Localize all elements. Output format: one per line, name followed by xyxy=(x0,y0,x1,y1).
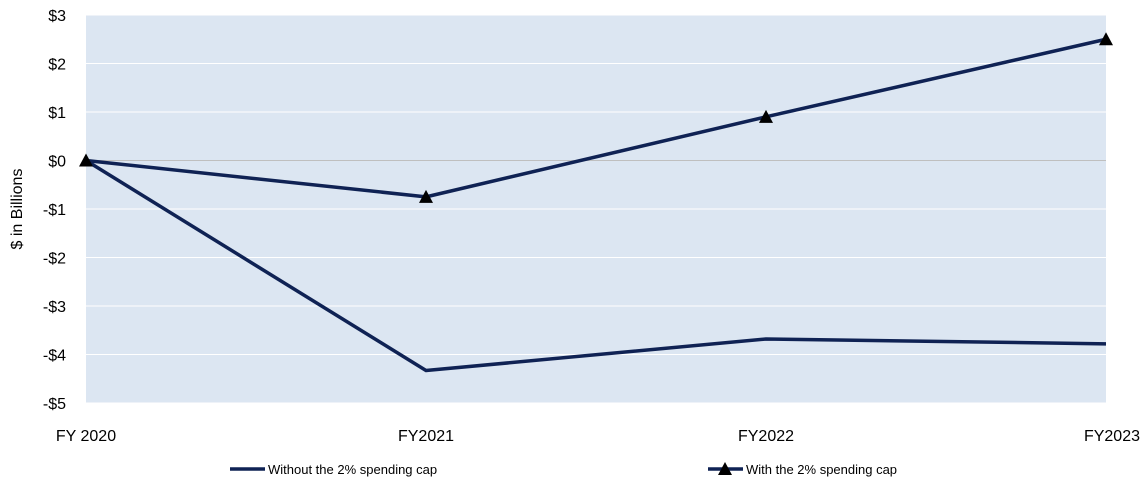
y-tick-label: -$3 xyxy=(43,299,66,316)
y-tick-label: -$4 xyxy=(43,348,66,365)
y-tick-label: $3 xyxy=(48,8,66,25)
y-tick-label: -$5 xyxy=(43,396,66,413)
y-tick-label: -$1 xyxy=(43,202,66,219)
y-tick-label: $0 xyxy=(48,154,66,171)
y-tick-label: $1 xyxy=(48,105,66,122)
y-axis-title: $ in Billions xyxy=(9,169,26,250)
y-tick-label: $2 xyxy=(48,57,66,74)
triangle-marker xyxy=(759,109,773,123)
x-tick-label: FY2021 xyxy=(398,428,454,445)
x-tick-label: FY2023 xyxy=(1084,428,1140,445)
x-tick-label: FY 2020 xyxy=(56,428,116,445)
legend-triangle-icon xyxy=(718,462,732,475)
legend-label-1: Without the 2% spending cap xyxy=(268,462,437,477)
series-line-2 xyxy=(85,37,1107,199)
legend-label-2: With the 2% spending cap xyxy=(746,462,897,477)
x-tick-label: FY2022 xyxy=(738,428,794,445)
series-line-1 xyxy=(85,159,1107,373)
y-tick-label: -$2 xyxy=(43,251,66,268)
triangle-marker xyxy=(79,153,93,167)
triangle-marker xyxy=(1099,32,1113,46)
triangle-marker xyxy=(419,189,433,203)
